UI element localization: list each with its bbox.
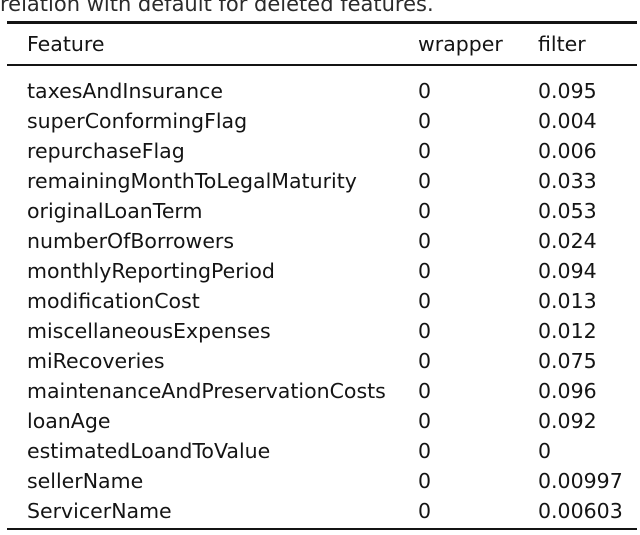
- cell-wrapper: 0: [418, 468, 432, 493]
- table-row: modificationCost 0 0.013: [7, 286, 637, 316]
- cell-feature: numberOfBorrowers: [27, 228, 235, 253]
- cell-feature: miRecoveries: [27, 348, 165, 373]
- cell-wrapper: 0: [418, 78, 432, 103]
- cell-filter: 0.00603: [538, 498, 623, 523]
- table-body: taxesAndInsurance 0 0.095 superConformingFl…: [7, 66, 637, 528]
- cell-filter: 0.00997: [538, 468, 623, 493]
- table-row: superConformingFlag 0 0.004: [7, 106, 637, 136]
- column-header-feature: Feature: [27, 31, 105, 56]
- cell-filter: 0.096: [538, 378, 597, 403]
- table-row: numberOfBorrowers 0 0.024: [7, 226, 637, 256]
- table-row: miscellaneousExpenses 0 0.012: [7, 316, 637, 346]
- table-caption-fragment: relation with default for deleted featur…: [0, 0, 434, 16]
- cell-wrapper: 0: [418, 228, 432, 253]
- cell-feature: miscellaneousExpenses: [27, 318, 271, 343]
- cell-feature: originalLoanTerm: [27, 198, 203, 223]
- cell-wrapper: 0: [418, 348, 432, 373]
- cell-feature: maintenanceAndPreservationCosts: [27, 378, 386, 403]
- cell-feature: sellerName: [27, 468, 144, 493]
- cell-wrapper: 0: [418, 498, 432, 523]
- cell-wrapper: 0: [418, 378, 432, 403]
- cell-feature: remainingMonthToLegalMaturity: [27, 168, 357, 193]
- table-bottom-rule: [7, 527, 637, 530]
- cell-wrapper: 0: [418, 318, 432, 343]
- column-header-filter: filter: [538, 31, 586, 56]
- column-header-wrapper: wrapper: [418, 31, 503, 56]
- cell-filter: 0.013: [538, 288, 597, 313]
- table-row: repurchaseFlag 0 0.006: [7, 136, 637, 166]
- cell-wrapper: 0: [418, 258, 432, 283]
- table-row: miRecoveries 0 0.075: [7, 346, 637, 376]
- cell-filter: 0.012: [538, 318, 597, 343]
- cell-wrapper: 0: [418, 438, 432, 463]
- table-row: monthlyReportingPeriod 0 0.094: [7, 256, 637, 286]
- cell-filter: 0.024: [538, 228, 597, 253]
- cell-feature: monthlyReportingPeriod: [27, 258, 275, 283]
- cell-wrapper: 0: [418, 198, 432, 223]
- cell-filter: 0: [538, 438, 552, 463]
- cell-filter: 0.095: [538, 78, 597, 103]
- cell-feature: ServicerName: [27, 498, 172, 523]
- cell-wrapper: 0: [418, 288, 432, 313]
- table-row: ServicerName 0 0.00603: [7, 496, 637, 526]
- cell-filter: 0.092: [538, 408, 597, 433]
- cell-feature: estimatedLoandToValue: [27, 438, 271, 463]
- cell-filter: 0.004: [538, 108, 597, 133]
- cell-feature: superConformingFlag: [27, 108, 248, 133]
- table-row: maintenanceAndPreservationCosts 0 0.096: [7, 376, 637, 406]
- cell-filter: 0.094: [538, 258, 597, 283]
- table-row: remainingMonthToLegalMaturity 0 0.033: [7, 166, 637, 196]
- table-row: taxesAndInsurance 0 0.095: [7, 76, 637, 106]
- feature-correlation-table: Feature wrapper filter taxesAndInsurance…: [7, 21, 637, 530]
- cell-feature: modificationCost: [27, 288, 200, 313]
- cell-filter: 0.075: [538, 348, 597, 373]
- cell-wrapper: 0: [418, 108, 432, 133]
- cell-feature: taxesAndInsurance: [27, 78, 224, 103]
- table-header-row: Feature wrapper filter: [7, 24, 637, 64]
- table-row: estimatedLoandToValue 0 0: [7, 436, 637, 466]
- table-mid-rule: [7, 63, 637, 66]
- cell-wrapper: 0: [418, 138, 432, 163]
- table-row: originalLoanTerm 0 0.053: [7, 196, 637, 226]
- table-top-rule: [7, 21, 637, 24]
- cell-filter: 0.006: [538, 138, 597, 163]
- cell-feature: loanAge: [27, 408, 111, 433]
- cell-filter: 0.033: [538, 168, 597, 193]
- cell-filter: 0.053: [538, 198, 597, 223]
- table-row: sellerName 0 0.00997: [7, 466, 637, 496]
- cell-wrapper: 0: [418, 168, 432, 193]
- table-row: loanAge 0 0.092: [7, 406, 637, 436]
- cell-wrapper: 0: [418, 408, 432, 433]
- cell-feature: repurchaseFlag: [27, 138, 185, 163]
